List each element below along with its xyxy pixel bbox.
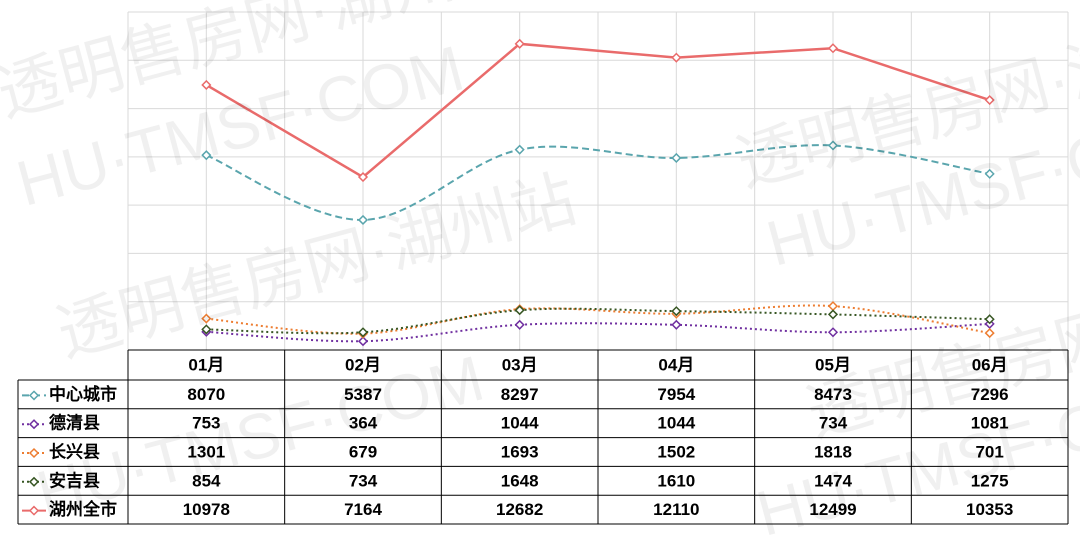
marker: [514, 305, 525, 316]
marker: [201, 150, 212, 161]
table-value: 12110: [653, 500, 699, 519]
legend-marker: [28, 505, 40, 516]
table-value: 1275: [971, 471, 1009, 490]
table-value: 1693: [501, 442, 539, 461]
table-value: 701: [975, 442, 1003, 461]
table-value: 7296: [971, 385, 1009, 404]
table-value: 1818: [814, 442, 852, 461]
table-value: 679: [349, 442, 377, 461]
marker: [827, 309, 839, 320]
marker: [827, 43, 839, 54]
column-header: 06月: [972, 355, 1008, 374]
marker: [514, 319, 525, 330]
marker: [201, 79, 212, 91]
column-header: 01月: [188, 355, 224, 374]
series-line: [205, 144, 990, 221]
table-value: 7164: [344, 500, 382, 519]
table-value: 1502: [657, 442, 695, 461]
legend-label: 长兴县: [49, 441, 100, 461]
table-value: 10978: [183, 500, 230, 519]
column-header: 04月: [658, 355, 694, 374]
marker: [671, 52, 682, 63]
table-value: 7954: [657, 385, 695, 404]
column-header: 03月: [502, 355, 538, 374]
table-value: 1301: [187, 442, 225, 461]
table-value: 12499: [809, 500, 856, 519]
marker: [671, 306, 682, 317]
legend-label: 中心城市: [49, 384, 117, 404]
table-value: 734: [819, 414, 848, 433]
table-value: 1044: [657, 414, 695, 433]
marker: [827, 140, 839, 151]
marker: [984, 314, 995, 325]
marker: [671, 319, 682, 330]
marker: [514, 38, 525, 49]
column-header: 02月: [345, 355, 381, 374]
table-value: 8070: [187, 385, 225, 404]
marker: [984, 94, 995, 106]
marker: [514, 144, 525, 155]
series-line: [205, 42, 991, 179]
table-value: 5387: [344, 385, 382, 404]
legend-label: 安吉县: [49, 470, 100, 490]
marker: [357, 336, 369, 347]
table-value: 12682: [496, 500, 543, 519]
table-value: 10353: [966, 500, 1013, 519]
marker: [827, 327, 839, 338]
marker: [984, 168, 995, 179]
legend-label: 湖州全市: [49, 499, 117, 519]
table-value: 8297: [501, 385, 539, 404]
column-header: 05月: [815, 355, 851, 374]
table-value: 854: [192, 471, 221, 490]
marker: [201, 313, 212, 324]
marker: [357, 327, 369, 338]
grid: [127, 11, 1069, 351]
marker: [671, 152, 682, 164]
plot: [201, 38, 995, 347]
table-value: 1648: [501, 471, 539, 490]
table-value: 734: [349, 471, 378, 490]
marker: [201, 324, 212, 335]
legend-label: 德清县: [49, 413, 100, 433]
marker: [357, 171, 369, 183]
table-value: 1610: [657, 471, 695, 490]
table-value: 1081: [971, 414, 1009, 433]
legend-marker: [28, 447, 40, 459]
marker: [984, 328, 995, 339]
legend-marker: [28, 419, 40, 430]
legend-marker: [28, 390, 40, 401]
table-value: 364: [349, 414, 378, 433]
legend-marker: [28, 476, 40, 487]
table-value: 753: [192, 414, 220, 433]
marker: [357, 214, 369, 226]
table-value: 1044: [501, 414, 539, 433]
table-value: 8473: [814, 385, 852, 404]
table-value: 1474: [814, 471, 852, 490]
